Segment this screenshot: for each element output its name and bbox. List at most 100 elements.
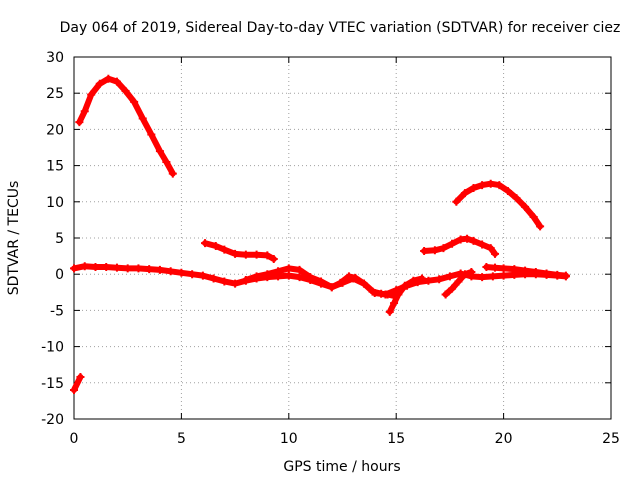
x-tick-label: 0	[70, 431, 79, 447]
grid-lines	[74, 57, 611, 419]
chart-title: Day 064 of 2019, Sidereal Day-to-day VTE…	[60, 20, 621, 36]
x-tick-label: 5	[177, 431, 186, 447]
data-point	[241, 250, 250, 259]
data-point	[448, 239, 457, 248]
data-point	[478, 181, 487, 190]
data-point	[351, 273, 360, 282]
y-axis-label: SDTVAR / TECUs	[6, 181, 22, 296]
data-point	[166, 267, 175, 276]
data-point	[155, 265, 164, 274]
data-point	[463, 234, 472, 243]
data-point	[102, 262, 111, 271]
x-tick-label: 15	[387, 431, 405, 447]
data-point	[460, 270, 469, 279]
y-tick-label: -15	[41, 376, 64, 392]
data-point	[521, 202, 530, 211]
data-point	[284, 271, 293, 280]
data-point	[269, 254, 278, 263]
data-point	[130, 97, 139, 106]
data-point	[529, 213, 538, 222]
data-point	[460, 189, 469, 198]
x-tick-label: 25	[602, 431, 620, 447]
data-point	[306, 273, 315, 282]
data-point	[336, 278, 345, 287]
data-point	[263, 270, 272, 279]
data-point	[510, 265, 519, 274]
y-tick-labels: -20 -15 -10 -5 0 5 10 15 20 25 30	[41, 50, 64, 428]
x-tick-labels: 0 5 10 15 20 25	[70, 431, 620, 447]
data-point	[155, 147, 164, 156]
data-point	[274, 267, 283, 276]
data-point	[95, 79, 104, 88]
data-point	[252, 272, 261, 281]
data-point	[482, 262, 491, 271]
data-point	[76, 373, 85, 382]
data-point	[188, 270, 197, 279]
data-point	[491, 263, 500, 272]
data-point	[70, 386, 78, 395]
data-point	[439, 244, 448, 253]
data-point	[252, 250, 261, 259]
y-tick-label: 5	[55, 231, 64, 247]
data-point	[521, 266, 530, 275]
data-point	[454, 277, 463, 286]
data-point	[400, 281, 409, 290]
data-point	[486, 244, 495, 253]
data-point	[512, 194, 521, 203]
data-point	[134, 264, 143, 273]
data-point	[209, 274, 218, 283]
data-point	[317, 277, 326, 286]
data-point	[75, 118, 84, 127]
data-point	[112, 263, 121, 272]
series-line-arc-1	[71, 374, 84, 393]
x-tick-label: 20	[495, 431, 513, 447]
series-line-arc-9	[453, 180, 544, 230]
data-point	[390, 299, 399, 308]
y-tick-label: 25	[46, 86, 64, 102]
data-point	[424, 276, 433, 285]
data-point	[469, 236, 478, 245]
axis-ticks	[73, 56, 612, 420]
data-point	[91, 262, 100, 271]
data-point	[147, 130, 156, 139]
data-point	[542, 269, 551, 278]
data-point	[359, 279, 368, 288]
data-point	[409, 276, 418, 285]
data-point	[80, 262, 89, 271]
data-point	[162, 157, 171, 166]
data-point	[87, 90, 96, 99]
data-point	[123, 264, 132, 273]
data-point	[531, 268, 540, 277]
data-point	[430, 246, 439, 255]
data-point	[499, 271, 508, 280]
data-point	[284, 264, 293, 273]
data-point	[467, 268, 476, 277]
data-point	[491, 249, 500, 258]
data-point	[417, 274, 426, 283]
data-point	[486, 179, 495, 188]
data-point	[478, 273, 487, 282]
y-tick-label: 15	[46, 159, 64, 175]
data-point	[220, 245, 229, 254]
y-tick-label: -5	[50, 303, 64, 319]
data-point	[344, 272, 353, 281]
data-point	[241, 275, 250, 284]
data-point	[177, 268, 186, 277]
y-tick-label: 30	[46, 50, 64, 66]
y-tick-label: 10	[46, 195, 64, 211]
data-point	[112, 77, 121, 86]
data-point	[452, 197, 461, 206]
data-point	[394, 290, 403, 299]
data-point	[327, 283, 336, 292]
data-point	[263, 251, 272, 260]
data-point	[121, 87, 130, 96]
data-point	[448, 284, 457, 293]
data-point	[478, 240, 487, 249]
data-point	[469, 184, 478, 193]
data-point	[553, 270, 562, 279]
x-axis-label: GPS time / hours	[283, 459, 400, 475]
data-point	[231, 279, 240, 288]
data-point	[211, 241, 220, 250]
data-point	[420, 247, 429, 256]
